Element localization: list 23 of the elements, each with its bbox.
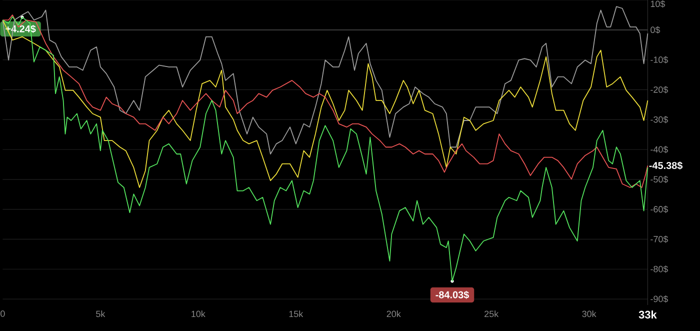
x-tick-label: 30k (582, 310, 596, 318)
y-tick-label: -90$ (650, 295, 668, 303)
annotation: -45.38$ (649, 162, 683, 170)
y-tick-label: -40$ (650, 146, 668, 154)
line-series (2, 16, 648, 283)
x-tick-label: 5k (96, 310, 106, 318)
y-tick-label: -10$ (650, 56, 668, 64)
y-tick-label: -50$ (650, 176, 668, 184)
y-tick-label: -30$ (650, 116, 668, 124)
y-tick-label: -60$ (650, 206, 668, 213)
x-tick-label: 10k (192, 310, 206, 318)
y-tick-label: -80$ (650, 265, 668, 273)
x-tick-label: 33k (638, 310, 657, 319)
y-tick-label: -20$ (650, 86, 668, 94)
y-tick-label: -70$ (650, 236, 668, 243)
x-tick-label: 0 (0, 310, 5, 317)
line-series (2, 6, 648, 154)
x-tick-label: 20k (386, 310, 401, 318)
x-tick-label: 15k (289, 310, 304, 318)
y-tick-label: 0$ (650, 26, 660, 34)
x-tick-label: 25k (484, 310, 499, 318)
annotation: -84.03$ (436, 290, 470, 299)
y-tick-label: 10$ (650, 0, 666, 8)
